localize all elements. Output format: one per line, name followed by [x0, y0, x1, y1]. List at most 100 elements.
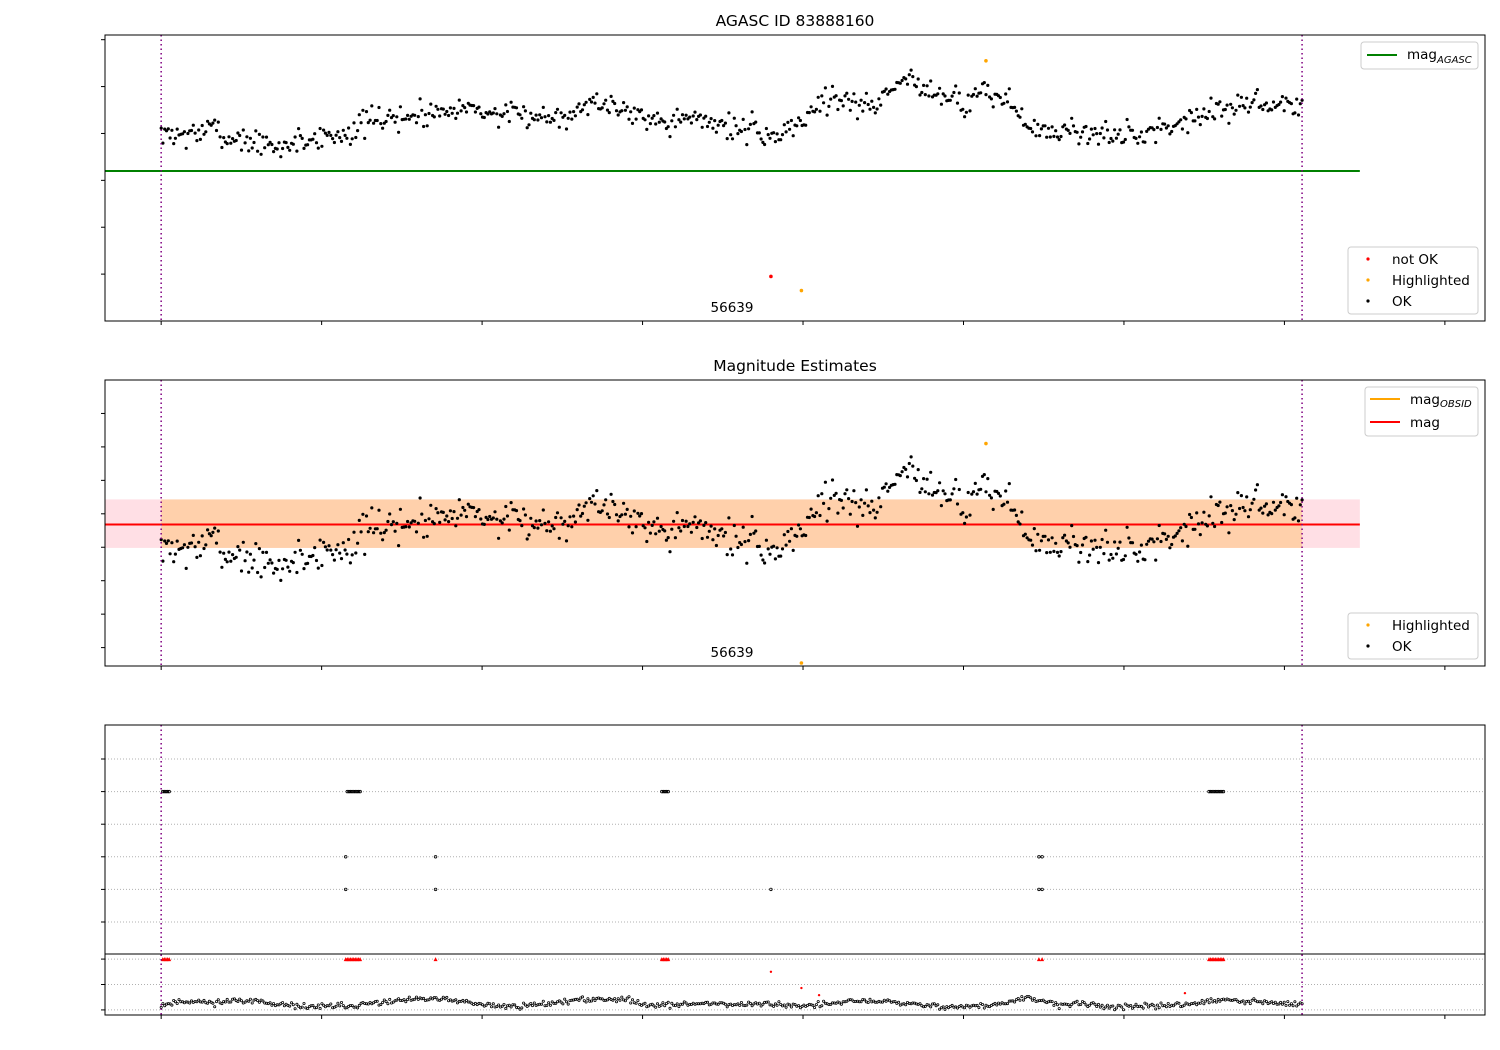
ok-point — [1230, 509, 1234, 513]
dr-point — [1234, 998, 1238, 1002]
panel1-title: AGASC ID 83888160 — [716, 12, 875, 30]
dr-point — [1252, 997, 1256, 1001]
dr-point — [1205, 998, 1209, 1002]
ok-point — [688, 522, 692, 526]
ok-point — [477, 105, 481, 109]
dr-point — [202, 998, 206, 1002]
ok-point — [1143, 140, 1147, 144]
ok-point — [966, 93, 970, 97]
ok-point — [277, 141, 281, 145]
ok-point — [425, 534, 429, 538]
ok-point — [580, 511, 585, 516]
ok-point — [266, 561, 270, 565]
ok-point — [779, 138, 783, 142]
ok-point — [395, 521, 399, 526]
ok-point — [1279, 100, 1283, 104]
dr-point — [966, 1004, 970, 1008]
dr-point — [439, 997, 443, 1001]
ok-point — [707, 120, 711, 124]
ok-point — [1057, 554, 1061, 558]
ok-point — [939, 504, 944, 508]
ok-point — [334, 133, 338, 137]
ok-point — [463, 508, 467, 512]
ok-point — [691, 114, 695, 118]
ok-point — [670, 119, 674, 123]
dr-point — [938, 1007, 942, 1011]
ok-point — [384, 119, 388, 124]
dr-point — [316, 1003, 320, 1007]
ok-point — [1016, 520, 1020, 524]
ok-point — [705, 535, 710, 539]
dr-point — [852, 1000, 856, 1004]
ok-point — [768, 552, 772, 556]
ok-point — [375, 527, 379, 531]
ok-point — [759, 553, 763, 557]
ok-point — [925, 477, 929, 481]
ok-point — [775, 546, 779, 550]
svg-text:magAGASC: magAGASC — [1407, 47, 1472, 66]
ok-point — [557, 125, 561, 129]
ok-point — [827, 104, 831, 108]
dr-point — [866, 1001, 870, 1005]
ok-point — [1250, 101, 1254, 105]
ok-point — [1068, 131, 1072, 135]
flag-marker — [162, 789, 167, 794]
ok-point — [904, 77, 908, 81]
ok-point — [841, 506, 845, 510]
ok-point — [1014, 109, 1019, 113]
ok-point — [545, 529, 549, 533]
flag-marker — [350, 789, 354, 794]
ok-point — [722, 534, 726, 538]
ok-point — [722, 124, 726, 128]
ok-point — [750, 514, 754, 519]
ok-point — [477, 508, 481, 512]
ok-point — [318, 538, 322, 542]
ok-point — [1177, 529, 1181, 533]
dr-point — [857, 1000, 861, 1004]
ok-point — [684, 113, 688, 117]
ok-point — [443, 112, 447, 116]
dr-point — [897, 1000, 901, 1004]
dr-point — [738, 1003, 742, 1007]
ok-point — [270, 142, 274, 147]
ok-point — [713, 119, 717, 123]
ok-point — [909, 455, 913, 459]
dr-point — [797, 1004, 801, 1008]
dr-point — [1016, 997, 1020, 1001]
ok-point — [602, 102, 606, 106]
ok-point — [364, 110, 369, 114]
ok-point — [1300, 498, 1304, 502]
ok-point — [938, 481, 942, 485]
ok-point — [707, 529, 711, 533]
ok-point — [739, 129, 744, 134]
ok-point — [1261, 511, 1265, 515]
legend-highlighted-label: Highlighted — [1392, 273, 1470, 289]
ok-point — [632, 106, 636, 110]
ok-point — [861, 109, 865, 113]
dr-point — [213, 1005, 217, 1009]
svg-text:magOBSID: magOBSID — [1410, 392, 1472, 410]
flag-marker — [352, 789, 356, 794]
legend2-ok-marker — [1366, 644, 1370, 648]
ok-point — [943, 94, 947, 98]
ok-point — [348, 142, 352, 146]
dr-point — [161, 1002, 165, 1006]
ok-point — [500, 114, 504, 118]
ok-point — [170, 128, 174, 132]
dr-point — [366, 1002, 370, 1006]
ok-point — [1116, 546, 1120, 550]
ok-point — [186, 545, 190, 549]
ok-point — [345, 552, 349, 556]
dr-point — [214, 1000, 218, 1004]
ok-point — [943, 492, 947, 496]
ok-point — [1093, 126, 1097, 131]
ok-point — [1071, 534, 1076, 539]
ok-point — [163, 539, 167, 543]
ok-point — [954, 477, 958, 482]
legend-ok-label: OK — [1392, 294, 1413, 310]
ok-point — [975, 94, 979, 98]
ok-point — [870, 99, 874, 103]
dr-point — [1154, 1007, 1158, 1011]
ok-point — [429, 102, 433, 106]
dr-point — [611, 998, 615, 1002]
